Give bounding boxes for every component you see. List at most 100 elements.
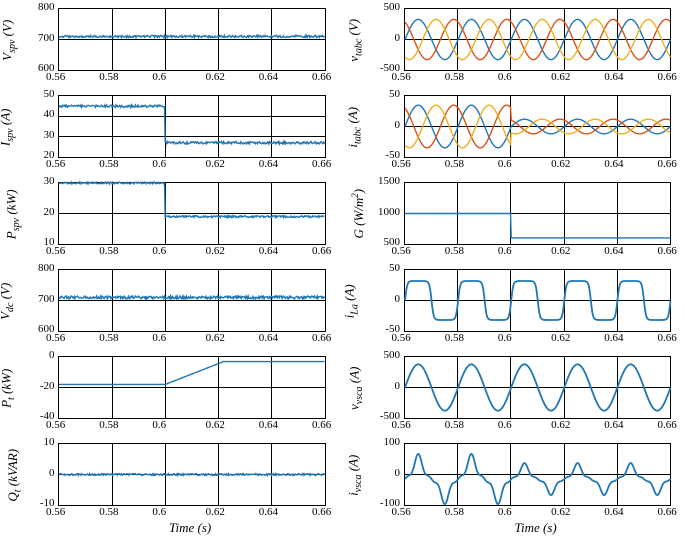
plot-area: [58, 356, 326, 419]
ylabel: vtabc (V): [346, 18, 365, 61]
xtick-label: 0.58: [99, 245, 118, 257]
trace-svg: [405, 270, 671, 331]
xtick-label: 0.56: [392, 158, 411, 170]
panel-iLa: -500500.560.580.60.620.640.66iLa (A): [350, 265, 678, 350]
xtick-label: 0.66: [658, 506, 677, 518]
xtick-label: 0.58: [445, 245, 464, 257]
xtick-label: 0.62: [206, 419, 225, 431]
panel-vvsca: -50005000.560.580.60.620.640.66vvsca (A): [350, 352, 678, 437]
xtick-label: 0.66: [312, 158, 331, 170]
series-line: [405, 281, 671, 320]
plot-area: [404, 95, 672, 158]
series-line: [59, 474, 325, 476]
xtick-label: 0.58: [445, 71, 464, 83]
ytick-label: 700: [38, 32, 55, 44]
ytick-label: 30: [44, 175, 55, 187]
panel-Ispv: 203040500.560.580.60.620.640.66Ispv (A): [4, 91, 332, 176]
xtick-label: 0.64: [604, 506, 623, 518]
xtick-label: 0.56: [46, 419, 65, 431]
plot-area: [404, 356, 672, 419]
ylabel: Qt (kVAR): [5, 448, 24, 501]
ylabel: Pspv (kW): [4, 189, 23, 239]
ytick-label: 800: [38, 262, 55, 274]
panel-Pspv: 1020300.560.580.60.620.640.66Pspv (kW): [4, 178, 332, 263]
xtick-label: 0.56: [392, 419, 411, 431]
ytick-label: 1000: [378, 206, 400, 218]
xtick-label: 0.66: [658, 332, 677, 344]
ytick-label: 50: [389, 262, 400, 274]
xtick-label: 0.66: [312, 245, 331, 257]
xtick-label: 0.66: [658, 71, 677, 83]
series-line: [59, 362, 325, 385]
ylabel: G (W/m2): [350, 188, 367, 238]
ytick-label: 700: [38, 293, 55, 305]
ylabel: Pt (kW): [0, 368, 17, 407]
ytick-label: 500: [384, 1, 401, 13]
xlabel: Time (s): [515, 520, 557, 536]
xtick-label: 0.6: [152, 158, 166, 170]
ytick-label: 100: [384, 436, 401, 448]
xtick-label: 0.6: [498, 419, 512, 431]
ylabel: vvsca (A): [346, 366, 365, 409]
trace-svg: [405, 96, 671, 157]
series-line: [405, 19, 671, 59]
xtick-label: 0.56: [392, 245, 411, 257]
xtick-label: 0.56: [46, 158, 65, 170]
plot-area: [404, 269, 672, 332]
xtick-label: 0.64: [259, 71, 278, 83]
xtick-label: 0.6: [152, 332, 166, 344]
xtick-label: 0.56: [46, 71, 65, 83]
ytick-label: 50: [44, 88, 55, 100]
series-line: [59, 35, 325, 37]
xtick-label: 0.62: [206, 245, 225, 257]
xtick-label: 0.6: [498, 71, 512, 83]
ytick-label: -20: [40, 380, 55, 392]
ytick-label: 50: [389, 88, 400, 100]
xtick-label: 0.64: [259, 506, 278, 518]
xtick-label: 0.66: [658, 245, 677, 257]
ytick-label: 500: [384, 349, 401, 361]
ytick-label: 0: [395, 293, 401, 305]
ytick-label: 800: [38, 1, 55, 13]
plot-area: [404, 443, 672, 506]
ylabel: itabc (A): [345, 106, 364, 147]
xtick-label: 0.58: [445, 506, 464, 518]
panel-Qt: -100100.560.580.60.620.640.66Qt (kVAR)Ti…: [4, 439, 332, 524]
xtick-label: 0.64: [259, 245, 278, 257]
plot-area: [58, 182, 326, 245]
xtick-label: 0.58: [445, 419, 464, 431]
trace-svg: [59, 9, 325, 70]
series-line: [405, 364, 671, 410]
plot-area: [58, 269, 326, 332]
xtick-label: 0.56: [46, 332, 65, 344]
plot-area: [58, 95, 326, 158]
trace-svg: [405, 9, 671, 70]
series-line: [59, 105, 325, 144]
ytick-label: 0: [49, 349, 55, 361]
ylabel: Ispv (A): [0, 108, 16, 146]
figure: 6007008000.560.580.60.620.640.66Vspv (V)…: [0, 0, 685, 528]
xtick-label: 0.62: [206, 332, 225, 344]
xtick-label: 0.58: [445, 158, 464, 170]
xtick-label: 0.66: [658, 419, 677, 431]
series-line: [405, 105, 671, 148]
trace-svg: [405, 183, 671, 244]
xtick-label: 0.6: [152, 419, 166, 431]
panel-Pt: -40-2000.560.580.60.620.640.66Pt (kW): [4, 352, 332, 437]
xtick-label: 0.62: [206, 158, 225, 170]
xtick-label: 0.6: [498, 332, 512, 344]
xtick-label: 0.64: [604, 419, 623, 431]
xtick-label: 0.64: [259, 332, 278, 344]
xtick-label: 0.62: [206, 71, 225, 83]
xtick-label: 0.64: [259, 158, 278, 170]
plot-area: [404, 182, 672, 245]
xtick-label: 0.66: [312, 332, 331, 344]
xtick-label: 0.58: [99, 419, 118, 431]
trace-svg: [59, 96, 325, 157]
ytick-label: 0: [395, 467, 401, 479]
ytick-label: 0: [395, 380, 401, 392]
xtick-label: 0.64: [259, 419, 278, 431]
xtick-label: 0.62: [551, 332, 570, 344]
trace-svg: [59, 444, 325, 505]
series-line: [59, 296, 325, 299]
